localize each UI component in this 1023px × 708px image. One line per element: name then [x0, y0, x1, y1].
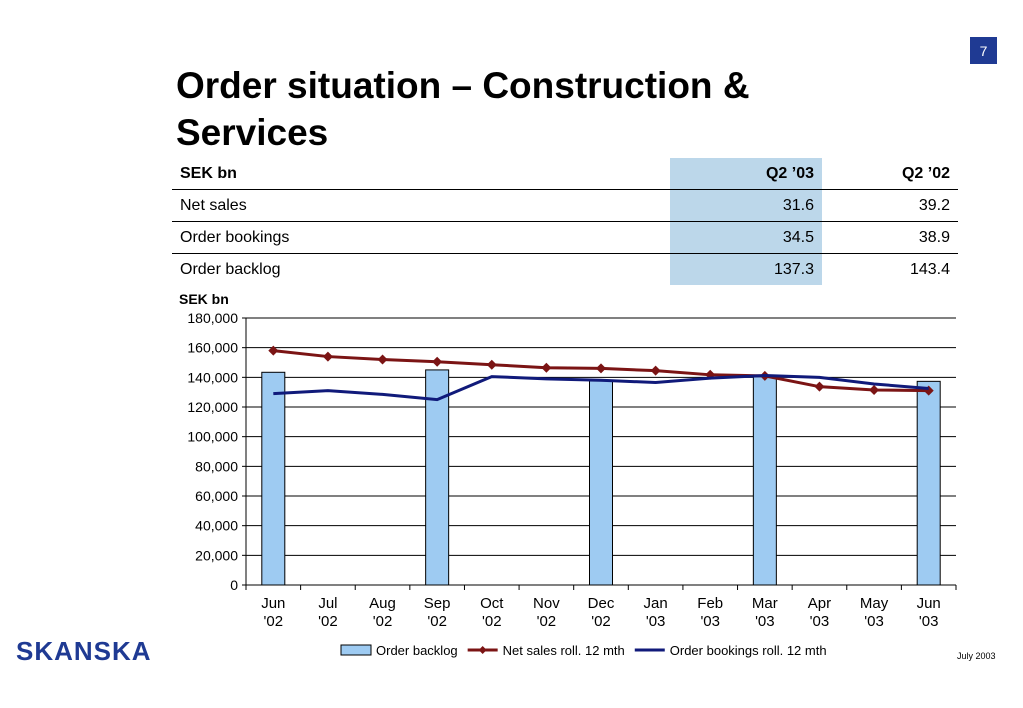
x-tick-label-year: '02 [264, 613, 284, 630]
table-row: Net sales 31.6 39.2 [172, 189, 958, 222]
y-tick-label: 80,000 [195, 458, 238, 474]
y-tick-label: 180,000 [187, 310, 238, 326]
y-tick-label: 100,000 [187, 429, 238, 445]
y-tick-label: 20,000 [195, 547, 238, 563]
x-tick-label-year: '03 [864, 613, 884, 630]
x-tick-label-year: '03 [919, 613, 939, 630]
x-tick-label-year: '02 [591, 613, 611, 630]
table-header-q2-02: Q2 ’02 [822, 158, 958, 190]
chart-unit-label: SEK bn [179, 291, 229, 307]
table-header-row: SEK bn Q2 ’03 Q2 ’02 [172, 158, 958, 190]
x-tick-label: Oct [480, 595, 504, 612]
data-point [596, 363, 606, 374]
cell-q2-03: 31.6 [670, 189, 822, 222]
page-number: 7 [970, 37, 997, 64]
x-tick-label-year: '02 [537, 613, 557, 630]
legend-swatch [340, 644, 372, 656]
table-row: Order backlog 137.3 143.4 [172, 253, 958, 285]
y-tick-label: 40,000 [195, 518, 238, 534]
x-tick-label-year: '02 [318, 613, 338, 630]
data-point [541, 362, 552, 373]
summary-table: SEK bn Q2 ’03 Q2 ’02 Net sales 31.6 39.2… [172, 158, 958, 285]
x-tick-label: May [860, 595, 889, 612]
cell-q2-03: 34.5 [670, 221, 822, 254]
x-tick-label: Feb [697, 595, 723, 612]
x-tick-label: Jan [644, 595, 668, 612]
x-tick-label-year: '03 [646, 613, 666, 630]
data-point [869, 384, 880, 395]
x-tick-label-year: '03 [700, 613, 720, 630]
row-label: Order backlog [180, 260, 281, 278]
x-tick-label: Mar [752, 595, 778, 612]
y-tick-label: 0 [230, 577, 238, 593]
data-point [814, 381, 825, 392]
x-tick-label-year: '02 [373, 613, 393, 630]
row-label: Order bookings [172, 221, 670, 254]
row-label: Net sales [172, 189, 670, 222]
x-tick-label: Jun [261, 595, 285, 612]
y-tick-label: 120,000 [187, 399, 238, 415]
bar [916, 380, 941, 586]
data-point [432, 356, 443, 367]
data-point [322, 351, 333, 362]
skanska-logo: SKANSKA [16, 636, 152, 666]
cell-q2-02: 39.2 [822, 189, 958, 222]
y-tick-label: 160,000 [187, 340, 238, 356]
legend-marker [478, 646, 487, 654]
table-header-label: SEK bn [172, 158, 670, 190]
x-tick-label-year: '02 [427, 613, 447, 630]
x-tick-label: Aug [369, 595, 396, 612]
bar [752, 376, 777, 586]
x-tick-label-year: '03 [810, 613, 830, 630]
x-tick-label: Sep [424, 595, 451, 612]
x-tick-label-year: '02 [482, 613, 502, 630]
legend-label: Order bookings roll. 12 mth [670, 643, 827, 658]
cell-q2-02: 143.4 [909, 260, 950, 278]
cell-q2-02: 38.9 [822, 221, 958, 254]
x-tick-label: Jul [318, 595, 337, 612]
footer-date: July 2003 [957, 651, 996, 661]
y-tick-label: 60,000 [195, 488, 238, 504]
legend-label: Net sales roll. 12 mth [503, 643, 625, 658]
bar [261, 371, 286, 586]
x-tick-label: Dec [588, 595, 615, 612]
legend-label: Order backlog [376, 643, 458, 658]
x-tick-label: Nov [533, 595, 560, 612]
bar [425, 369, 450, 586]
data-point [268, 345, 279, 356]
table-row: Order bookings 34.5 38.9 [172, 221, 958, 254]
x-tick-label-year: '03 [755, 613, 775, 630]
data-point [377, 354, 388, 365]
slide-title: Order situation – Construction & Service… [176, 65, 750, 153]
table-header-q2-03: Q2 ’03 [670, 158, 822, 190]
x-tick-label: Apr [808, 595, 831, 612]
series-line [273, 374, 929, 402]
data-point [650, 365, 661, 376]
x-tick-label: Jun [917, 595, 941, 612]
cell-q2-03: 137.3 [670, 253, 822, 285]
data-point [486, 359, 497, 370]
y-tick-label: 140,000 [187, 369, 238, 385]
bar [589, 380, 613, 586]
